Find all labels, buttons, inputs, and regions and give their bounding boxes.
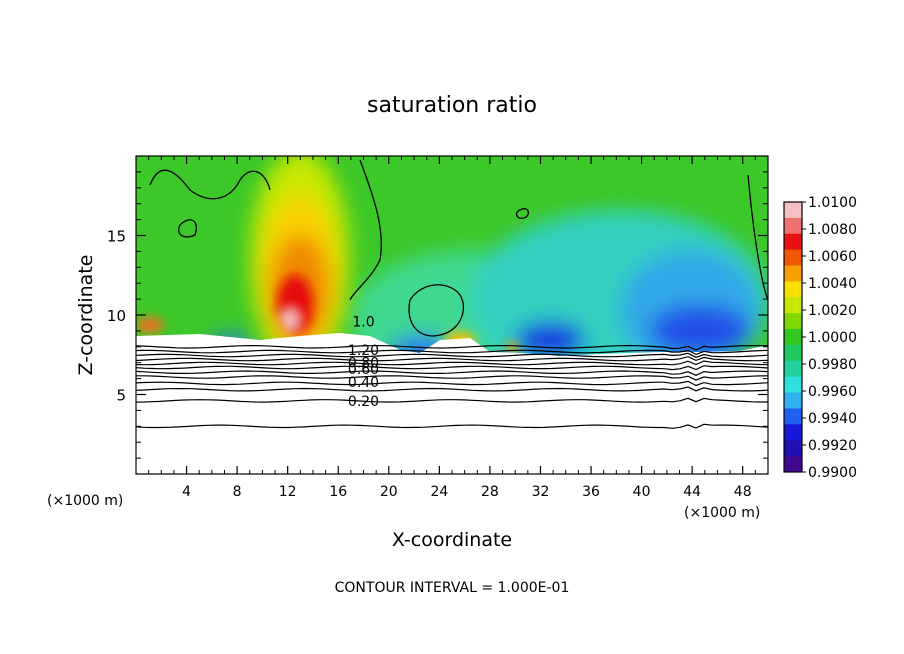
colorbar-swatch xyxy=(784,329,802,346)
colorbar-label: 0.9960 xyxy=(808,384,857,400)
colorbar-swatch xyxy=(784,265,802,282)
colorbar-label: 0.9940 xyxy=(808,411,857,427)
y-axis-ticks: 5 10 15 xyxy=(107,171,768,459)
colorbar-label: 1.0040 xyxy=(808,276,857,292)
y-tick-label: 10 xyxy=(107,307,126,325)
contour-label: 0.60 xyxy=(348,362,379,378)
y-tick-label: 15 xyxy=(107,228,126,246)
contour-line xyxy=(136,370,768,376)
colorbar-swatch xyxy=(784,376,802,394)
colorbar-swatch xyxy=(784,392,802,409)
colorbar: 1.0100 1.0080 1.0060 1.0040 1.0020 1.0000 0.99… xyxy=(783,195,857,481)
colorbar-swatch xyxy=(784,313,802,330)
contour-line xyxy=(136,360,768,366)
colorbar-swatch xyxy=(784,202,802,219)
colorbar-label: 1.0000 xyxy=(808,330,857,346)
x-axis-ticks: 4 8 12 16 20 24 28 32 36 40 44 48 xyxy=(148,156,756,500)
contour-line xyxy=(136,397,768,403)
y-tick-label: 5 xyxy=(116,387,126,405)
colorbar-swatch xyxy=(784,249,802,267)
x-unit-left: (×1000 m) xyxy=(47,493,123,509)
y-axis-label: Z-coordinate xyxy=(75,255,97,376)
contour-label: 0.20 xyxy=(348,394,379,410)
colorbar-label: 0.9980 xyxy=(808,357,857,373)
contour-line xyxy=(136,344,768,351)
subsaturated-layer xyxy=(136,333,768,474)
contour-label: 0.80 xyxy=(348,356,379,372)
x-tick-label: 20 xyxy=(380,484,398,500)
contour-line xyxy=(136,386,768,392)
x-tick-label: 28 xyxy=(481,484,499,500)
colorbar-label: 0.9900 xyxy=(808,465,857,481)
x-tick-label: 24 xyxy=(430,484,448,500)
colorbar-label: 1.0020 xyxy=(808,303,857,319)
x-unit-right: (×1000 m) xyxy=(684,505,760,521)
colorbar-swatch xyxy=(784,217,802,235)
x-tick-label: 40 xyxy=(633,484,651,500)
contour-line xyxy=(136,380,768,387)
colorbar-swatch xyxy=(784,424,802,441)
colorbar-swatch xyxy=(784,456,802,473)
x-tick-label: 44 xyxy=(683,484,701,500)
contour-line xyxy=(136,423,768,429)
contour-label: 0.40 xyxy=(348,375,379,391)
x-tick-label: 32 xyxy=(532,484,550,500)
colorbar-swatch xyxy=(784,408,802,425)
x-tick-label: 12 xyxy=(279,484,297,500)
colorbar-label: 1.0080 xyxy=(808,222,857,238)
x-tick-label: 4 xyxy=(182,484,191,500)
upper-contours xyxy=(149,159,768,337)
contour-lines xyxy=(136,344,768,429)
x-tick-label: 8 xyxy=(233,484,242,500)
contour-interval-note: CONTOUR INTERVAL = 1.000E-01 xyxy=(335,580,570,596)
x-tick-label: 16 xyxy=(329,484,347,500)
colorbar-swatch xyxy=(784,297,802,314)
x-axis-label: X-coordinate xyxy=(392,529,512,551)
contour-label: 1.20 xyxy=(348,343,379,359)
colorbar-swatch xyxy=(784,360,802,378)
colorbar-label: 1.0100 xyxy=(808,195,857,211)
x-tick-label: 48 xyxy=(734,484,752,500)
contour-line xyxy=(136,356,768,362)
colorbar-swatch xyxy=(784,233,802,251)
chart-title: saturation ratio xyxy=(367,93,537,118)
colorbar-label: 0.9920 xyxy=(808,438,857,454)
x-tick-label: 36 xyxy=(582,484,600,500)
contour-line xyxy=(136,349,768,356)
contour-line xyxy=(136,375,768,381)
contour-line xyxy=(136,352,768,358)
contour-line xyxy=(136,365,768,371)
colorbar-label: 1.0060 xyxy=(808,249,857,265)
colorbar-swatch xyxy=(784,281,802,298)
contour-label: 1.0 xyxy=(352,314,374,330)
colorbar-swatch xyxy=(784,344,802,362)
contour-labels: 1.200.800.600.40 0.20 1.0 xyxy=(348,314,379,410)
plot-area xyxy=(136,156,768,474)
colorbar-swatch xyxy=(784,440,802,457)
